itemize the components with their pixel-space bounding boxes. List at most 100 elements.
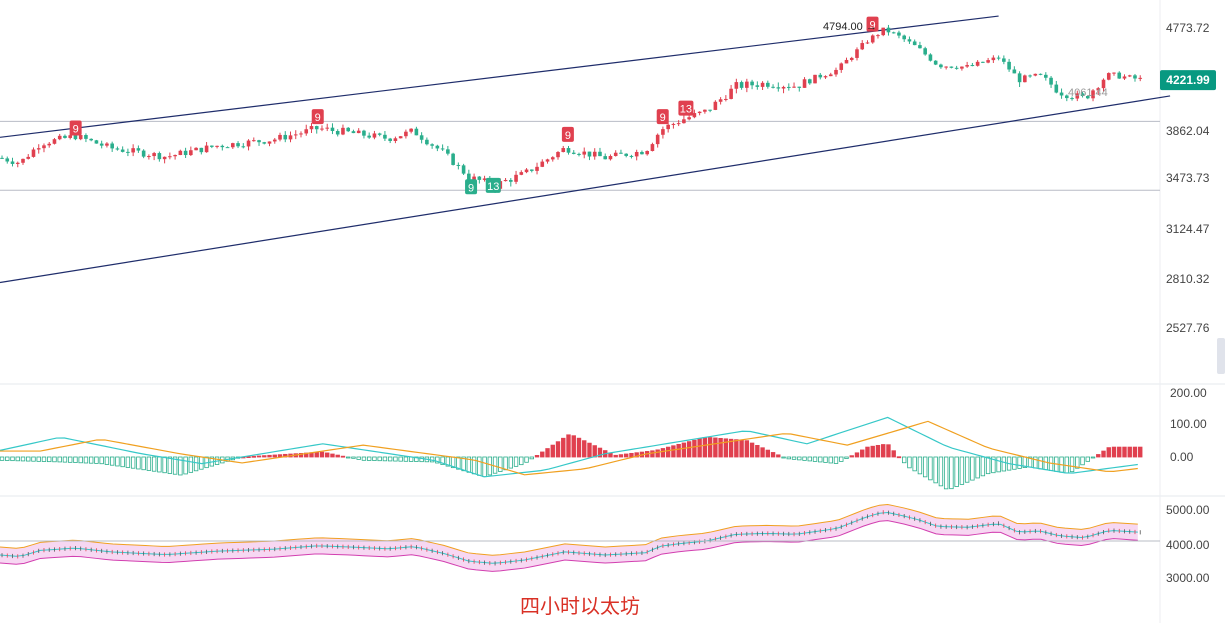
macd-histogram-bar	[524, 456, 529, 463]
candle-body	[724, 98, 728, 100]
candle-body	[834, 69, 838, 75]
macd-histogram-bar	[1106, 447, 1111, 458]
candle-body	[807, 79, 812, 84]
candle-body	[278, 134, 282, 140]
macd-histogram-bar	[697, 438, 702, 458]
macd-histogram-bar	[492, 456, 498, 474]
candle-body	[823, 76, 828, 78]
td-count-label: 9	[468, 182, 474, 194]
candle-body	[939, 64, 943, 68]
macd-histogram-bar	[660, 448, 666, 458]
macd-histogram-bar	[975, 456, 980, 479]
candle-body	[640, 151, 644, 155]
candle-body	[194, 147, 198, 151]
macd-histogram-bar	[928, 456, 933, 481]
candle-body	[981, 61, 985, 63]
candle-body	[634, 151, 639, 157]
candle-body	[346, 127, 351, 132]
td-count-marker	[678, 100, 694, 116]
macd-histogram-bar	[734, 439, 739, 458]
td-count-label: 9	[565, 130, 571, 142]
candle-body	[855, 49, 859, 58]
macd-histogram-bar	[597, 447, 603, 458]
candle-body	[760, 82, 765, 87]
macd-histogram-bar	[351, 456, 356, 459]
macd-histogram-bar	[330, 453, 335, 458]
candle-body	[781, 86, 786, 89]
macd-histogram-bar	[246, 456, 251, 459]
macd-histogram-bar	[440, 456, 445, 465]
macd-histogram-bar	[461, 456, 466, 472]
macd-histogram-bar	[786, 456, 791, 460]
macd-histogram-bar	[718, 437, 723, 458]
candle-body	[467, 173, 471, 180]
candle-body	[986, 60, 990, 63]
macd-histogram-bar	[823, 456, 828, 463]
candle-body	[199, 147, 204, 153]
macd-histogram-bar	[1101, 450, 1106, 458]
macd-histogram-bar	[540, 451, 545, 458]
candle-body	[629, 155, 634, 157]
candle-body	[482, 178, 487, 180]
candle-body	[802, 79, 807, 88]
macd-histogram-bar	[686, 441, 692, 458]
candle-body	[1106, 73, 1111, 80]
candle-body	[204, 145, 209, 153]
td-count-marker	[866, 16, 879, 32]
macd-histogram-bar	[760, 447, 765, 458]
candle-body	[1002, 58, 1006, 62]
candle-body	[918, 45, 922, 49]
bollinger-panel: 5000.00 4000.00 3000.00	[0, 503, 1210, 585]
right-scroll-handle[interactable]	[1217, 338, 1225, 374]
candle-body	[173, 155, 177, 157]
td-count-label: 9	[73, 123, 79, 135]
candle-body	[1133, 75, 1137, 79]
candle-body	[797, 86, 802, 88]
candle-body	[351, 131, 356, 134]
candle-body	[577, 153, 581, 155]
candle-body	[540, 161, 545, 167]
candle-body	[372, 133, 377, 138]
macd-histogram-bar	[157, 456, 162, 473]
candle-body	[766, 82, 770, 87]
candle-body	[136, 148, 141, 151]
macd-histogram-bar	[193, 456, 199, 472]
macd-histogram-bar	[477, 456, 482, 476]
candle-body	[545, 159, 550, 162]
macd-histogram-bar	[901, 456, 907, 464]
candle-body	[860, 43, 865, 50]
candle-body	[251, 140, 256, 142]
macd-histogram-bar	[146, 456, 152, 471]
macd-histogram-bar	[833, 456, 839, 464]
macd-histogram-bar	[1127, 446, 1132, 458]
candle-body	[215, 145, 219, 147]
channel-upper-line	[0, 15, 999, 138]
candle-body	[120, 149, 125, 152]
price-tick-label: 4773.72	[1166, 21, 1210, 35]
candle-body	[839, 63, 844, 70]
bollinger-tick-label: 4000.00	[1166, 538, 1210, 552]
macd-histogram-bar	[671, 445, 676, 458]
macd-histogram-bar	[545, 448, 550, 458]
macd-histogram-bar	[419, 456, 424, 463]
macd-histogram-bar	[571, 435, 576, 458]
candle-body	[257, 140, 261, 143]
macd-histogram-bar	[1111, 446, 1117, 458]
candle-body	[236, 143, 240, 147]
candle-body	[661, 129, 665, 135]
bollinger-tick-label: 5000.00	[1166, 503, 1210, 517]
macd-histogram-bar	[907, 456, 912, 469]
macd-histogram-bar	[78, 456, 83, 464]
candle-body	[152, 153, 156, 157]
candle-body	[26, 156, 31, 159]
macd-histogram-bar	[723, 438, 729, 458]
bollinger-lower-line	[0, 520, 1138, 572]
macd-histogram-bar	[41, 456, 47, 462]
macd-histogram-bar	[503, 456, 508, 471]
macd-histogram-bar	[109, 456, 115, 466]
candle-body	[283, 134, 288, 140]
candle-body	[624, 153, 628, 156]
candle-body	[330, 127, 335, 131]
macd-panel: 200.00 100.00 0.00	[0, 386, 1207, 490]
